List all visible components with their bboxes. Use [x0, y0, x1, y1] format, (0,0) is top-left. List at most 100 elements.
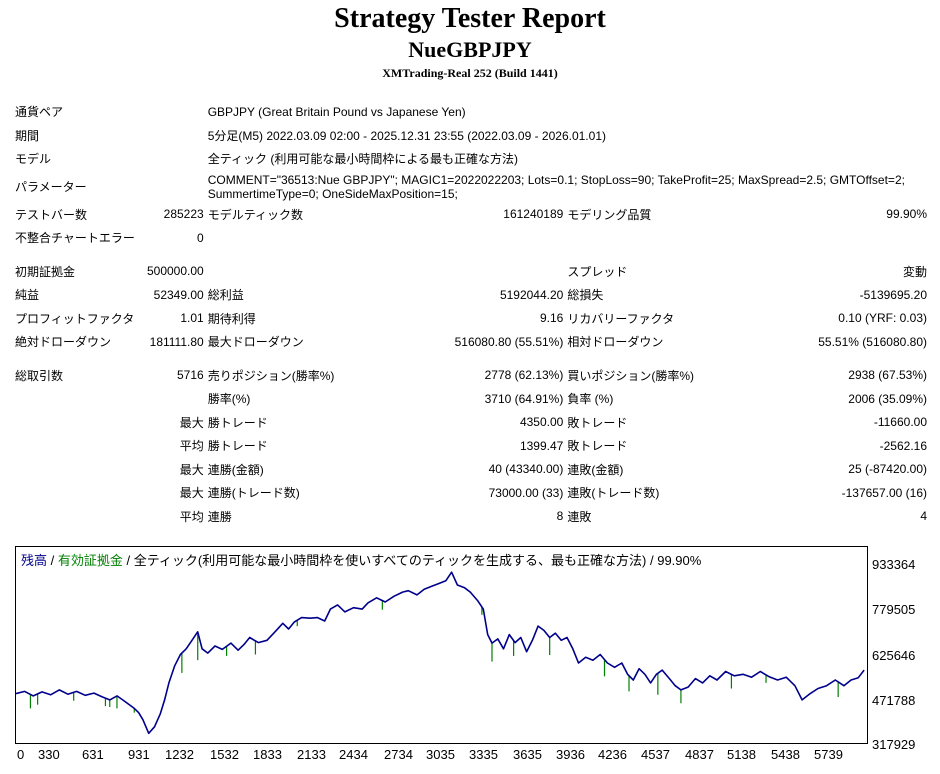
reldd-value: 55.51% (516080.80) [818, 334, 927, 349]
params-label: パラメーター [15, 180, 87, 194]
consec-loss-amount-label: 連敗(金額) [567, 462, 624, 477]
consec-win-amount-label: 連勝(金額) [207, 462, 264, 477]
deposit-value: 500000.00 [146, 264, 204, 279]
deposit-label: 初期証拠金 [15, 264, 76, 279]
x-tick-label: 4837 [685, 747, 714, 762]
params-row: パラメーター COMMENT="36513:Nue GBPJPY"; MAGIC… [13, 171, 929, 203]
consec-amount-max-label: 最大 [179, 462, 204, 477]
symbol-value: GBPJPY (Great Britain Pound vs Japanese … [207, 104, 466, 119]
consec-trades-max-label: 最大 [179, 486, 204, 501]
y-tick-label: 779505 [872, 602, 916, 617]
model-value: 全ティック (利用可能な最小時間枠による最も正確な方法) [207, 152, 518, 167]
balance-chart-plot [16, 571, 865, 735]
y-tick-label: 471788 [872, 693, 916, 708]
mismatch-value: 0 [197, 230, 204, 245]
average-win-value: 1399.47 [519, 438, 564, 453]
x-tick-label: 1532 [210, 747, 239, 762]
bars-value: 285223 [163, 207, 204, 222]
x-tick-label: 5739 [814, 747, 843, 762]
consec-win-trades-value: 73000.00 (33) [488, 485, 564, 500]
bars-label: テストバー数 [15, 207, 88, 222]
largest-loss-label: 敗トレード [567, 415, 628, 430]
trades-label: 総取引数 [15, 368, 64, 383]
absdd-value: 181111.80 [149, 334, 204, 349]
symbol-label: 通貨ペア [15, 105, 64, 120]
largest-label: 最大 [179, 415, 204, 430]
consec-trades-row: 最大 連勝(トレード数) 73000.00 (33) 連敗(トレード数) -13… [13, 481, 929, 505]
y-tick-label: 933364 [872, 557, 916, 572]
grossprofit-label: 総利益 [207, 288, 244, 303]
grossloss-label: 総損失 [567, 288, 604, 303]
expert-name: NueGBPJPY [408, 37, 532, 62]
ticks-value: 161240189 [503, 207, 564, 222]
x-tick-label: 2133 [297, 747, 326, 762]
consec-loss-amount-value: 25 (-87420.00) [848, 462, 927, 477]
maxdd-value: 516080.80 (55.51%) [454, 334, 564, 349]
long-value: 2938 (67.53%) [848, 368, 927, 383]
quality-value: 99.90% [886, 207, 927, 222]
quality-label: モデリング品質 [567, 207, 652, 222]
x-tick-label: 1833 [253, 747, 282, 762]
legend-equity: 有効証拠金 [57, 553, 123, 568]
maxdd-label: 最大ドローダウン [207, 335, 304, 350]
consec-loss-trades-label: 連敗(トレード数) [567, 486, 660, 501]
legend-sep: / [47, 553, 58, 568]
netprofit-value: 52349.00 [153, 287, 204, 302]
x-tick-label: 2734 [384, 747, 413, 762]
avg-consec-win-value: 8 [556, 509, 564, 524]
netprofit-label: 純益 [15, 288, 40, 303]
grossloss-value: -5139695.20 [859, 287, 927, 302]
deposit-row: 初期証拠金 500000.00 スプレッド 変動 [13, 260, 929, 284]
spread-value: 変動 [902, 264, 927, 279]
rate-row: 勝率(%) 3710 (64.91%) 負率 (%) 2006 (35.09%) [13, 387, 929, 411]
average-label: 平均 [179, 439, 204, 454]
report-table: 通貨ペア GBPJPY (Great Britain Pound vs Japa… [13, 100, 929, 528]
drawdown-row: 絶対ドローダウン 181111.80 最大ドローダウン 516080.80 (5… [13, 330, 929, 354]
absdd-label: 絶対ドローダウン [15, 335, 112, 350]
x-tick-label: 1232 [165, 747, 194, 762]
profit-row: 純益 52349.00 総利益 5192044.20 総損失 -5139695.… [13, 283, 929, 307]
expected-label: 期待利得 [207, 311, 256, 326]
mismatch-row: 不整合チャートエラー 0 [13, 226, 929, 250]
trades-row: 総取引数 5716 売りポジション(勝率%) 2778 (62.13%) 買いポ… [13, 364, 929, 388]
x-tick-label: 3936 [556, 747, 585, 762]
avg-consec-loss-label: 連敗 [567, 509, 592, 524]
report-title: Strategy Tester Report [334, 3, 606, 34]
recovery-value: 0.10 (YRF: 0.03) [838, 311, 927, 326]
average-row: 平均 勝トレード 1399.47 敗トレード -2562.16 [13, 434, 929, 458]
legend-balance: 残高 [21, 553, 48, 568]
lossrate-label: 負率 (%) [567, 392, 614, 407]
ticks-label: モデルティック数 [207, 207, 303, 222]
period-row: 期間 5分足(M5) 2022.03.09 02:00 - 2025.12.31… [13, 124, 929, 148]
grossprofit-value: 5192044.20 [499, 287, 564, 302]
largest-win-label: 勝トレード [207, 415, 268, 430]
chart-legend: 残高 / 有効証拠金 / 全ティック(利用可能な最小時間枠を使いすべてのティック… [21, 550, 701, 569]
consec-win-trades-label: 連勝(トレード数) [207, 486, 300, 501]
x-tick-label: 0 [17, 747, 25, 762]
x-tick-label: 3335 [469, 747, 498, 762]
recovery-label: リカバリーファクタ [567, 311, 675, 326]
largest-loss-value: -11660.00 [873, 415, 927, 430]
long-label: 買いポジション(勝率%) [567, 368, 695, 383]
mismatch-label: 不整合チャートエラー [15, 231, 135, 246]
x-tick-label: 3035 [426, 747, 455, 762]
x-tick-label: 330 [38, 747, 60, 762]
factor-row: プロフィットファクタ 1.01 期待利得 9.16 リカバリーファクタ 0.10… [13, 307, 929, 331]
y-tick-label: 625646 [872, 648, 916, 663]
period-value: 5分足(M5) 2022.03.09 02:00 - 2025.12.31 23… [207, 128, 606, 143]
balance-chart [15, 546, 868, 744]
avg-consec-label: 平均 [179, 509, 204, 524]
lossrate-value: 2006 (35.09%) [848, 391, 927, 406]
consec-amount-row: 最大 連勝(金額) 40 (43340.00) 連敗(金額) 25 (-8742… [13, 458, 929, 482]
x-tick-label: 2434 [339, 747, 368, 762]
x-tick-label: 4236 [598, 747, 627, 762]
pf-label: プロフィットファクタ [15, 311, 135, 326]
trades-value: 5716 [177, 368, 204, 383]
avg-consec-loss-value: 4 [920, 509, 927, 524]
pf-value: 1.01 [180, 311, 204, 326]
period-label: 期間 [15, 128, 40, 143]
legend-rest: / 全ティック(利用可能な最小時間枠を使いすべてのティックを生成する、最も正確な… [122, 553, 702, 568]
balance-line [16, 571, 865, 735]
x-tick-label: 5438 [771, 747, 800, 762]
winrate-label: 勝率(%) [207, 392, 251, 407]
